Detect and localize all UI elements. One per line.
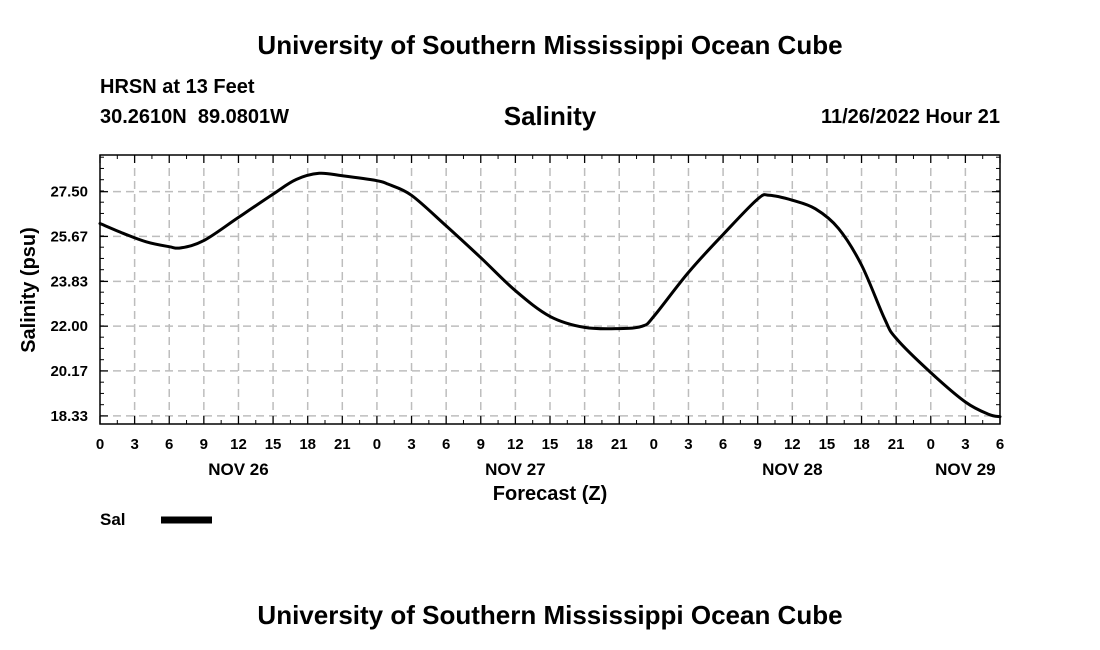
- x-tick-label: 21: [888, 436, 905, 453]
- x-date-label: NOV 26: [208, 460, 268, 479]
- x-tick-label: 12: [507, 436, 524, 453]
- x-tick-label: 3: [130, 436, 138, 453]
- y-tick-label: 23.83: [50, 273, 88, 290]
- x-tick-label: 12: [784, 436, 801, 453]
- x-tick-label: 15: [819, 436, 836, 453]
- y-tick-label: 22.00: [50, 318, 88, 335]
- grid-lines: [100, 155, 1000, 424]
- page-title: University of Southern Mississippi Ocean…: [257, 30, 843, 60]
- x-tick-label: 3: [407, 436, 415, 453]
- x-tick-label: 0: [650, 436, 658, 453]
- timestamp-label: 11/26/2022 Hour 21: [820, 106, 1000, 128]
- x-tick-label: 9: [477, 436, 485, 453]
- axis-tick-labels: 0 3 6 9 12 15 18 21 0 3 6 9 12 15 18 21 0 3 6 9 12 15 18 21 0 3 6N…: [50, 184, 1004, 479]
- station-label: HRSN at 13 Feet: [100, 76, 255, 98]
- x-date-label: NOV 29: [935, 460, 995, 479]
- x-tick-label: 18: [853, 436, 870, 453]
- x-tick-label: 12: [230, 436, 247, 453]
- x-tick-label: 0: [96, 436, 104, 453]
- x-date-label: NOV 28: [762, 460, 822, 479]
- legend-label: Sal: [100, 510, 126, 529]
- y-tick-label: 27.50: [50, 184, 88, 201]
- x-tick-label: 6: [996, 436, 1004, 453]
- x-tick-label: 18: [576, 436, 593, 453]
- x-tick-label: 3: [961, 436, 969, 453]
- x-tick-label: 15: [265, 436, 282, 453]
- x-axis-title: Forecast (Z): [493, 483, 607, 505]
- y-axis-title: Salinity (psu): [18, 227, 40, 353]
- y-tick-label: 20.17: [50, 363, 88, 380]
- x-tick-label: 3: [684, 436, 692, 453]
- y-tick-label: 25.67: [50, 228, 88, 245]
- x-tick-label: 0: [927, 436, 935, 453]
- x-tick-label: 9: [200, 436, 208, 453]
- x-tick-label: 0: [373, 436, 381, 453]
- x-date-label: NOV 27: [485, 460, 545, 479]
- x-tick-label: 18: [299, 436, 316, 453]
- footer-title: University of Southern Mississippi Ocean…: [257, 600, 843, 630]
- x-tick-label: 15: [542, 436, 559, 453]
- plot-frame: [99, 154, 1001, 425]
- x-tick-label: 6: [442, 436, 450, 453]
- salinity-series-line: [98, 171, 1002, 419]
- chart-title: Salinity: [503, 101, 597, 131]
- coordinates-label: 30.2610N 89.0801W: [100, 106, 290, 128]
- x-tick-label: 6: [719, 436, 727, 453]
- y-tick-label: 18.33: [50, 408, 88, 425]
- x-tick-label: 21: [334, 436, 351, 453]
- x-tick-label: 6: [165, 436, 173, 453]
- x-tick-label: 21: [611, 436, 628, 453]
- x-tick-label: 9: [754, 436, 762, 453]
